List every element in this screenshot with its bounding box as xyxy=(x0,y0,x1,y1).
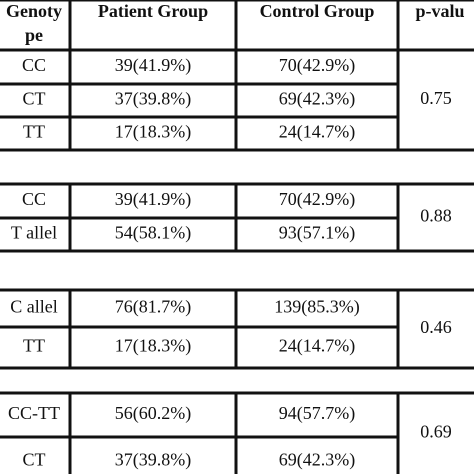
table-cell: 139(85.3%) xyxy=(274,297,359,318)
table-cell: 76(81.7%) xyxy=(115,297,191,318)
table-cell: T allel xyxy=(11,223,57,243)
p-value: 0.46 xyxy=(420,317,452,337)
table-cell: TT xyxy=(23,122,45,142)
header-cell: Genoty xyxy=(6,1,62,21)
table-cell: 37(39.8%) xyxy=(115,89,191,110)
p-value: 0.88 xyxy=(420,206,452,226)
table-cell: 24(14.7%) xyxy=(279,336,355,357)
table-cell: 39(41.9%) xyxy=(115,189,191,210)
table-cell: 37(39.8%) xyxy=(115,450,191,471)
table-cell: CC xyxy=(22,55,46,75)
header-cell: Patient Group xyxy=(98,1,208,21)
table-cell: 56(60.2%) xyxy=(115,403,191,424)
table-cell: CC-TT xyxy=(8,403,60,423)
table-cell: 94(57.7%) xyxy=(279,403,355,424)
table-cell: 24(14.7%) xyxy=(279,122,355,143)
p-value: 0.75 xyxy=(420,88,452,108)
table-cell: 17(18.3%) xyxy=(115,336,191,357)
table-cell: 69(42.3%) xyxy=(279,89,355,110)
table-cell: CC xyxy=(22,189,46,209)
p-value: 0.69 xyxy=(420,422,452,442)
table-cell: 54(58.1%) xyxy=(115,223,191,244)
table-cell: 69(42.3%) xyxy=(279,450,355,471)
table-cell: CT xyxy=(22,89,45,109)
table-cell: TT xyxy=(23,336,45,356)
header-cell: pe xyxy=(25,25,43,45)
table-cell: 39(41.9%) xyxy=(115,55,191,76)
table-cell: 17(18.3%) xyxy=(115,122,191,143)
table-cell: CT xyxy=(22,450,45,470)
table-cell: 70(42.9%) xyxy=(279,55,355,76)
table-cell: C allel xyxy=(10,297,58,317)
table-cell: 93(57.1%) xyxy=(279,223,355,244)
header-cell: p-valu xyxy=(415,1,464,21)
table-cell: 70(42.9%) xyxy=(279,189,355,210)
header-cell: Control Group xyxy=(260,1,375,21)
